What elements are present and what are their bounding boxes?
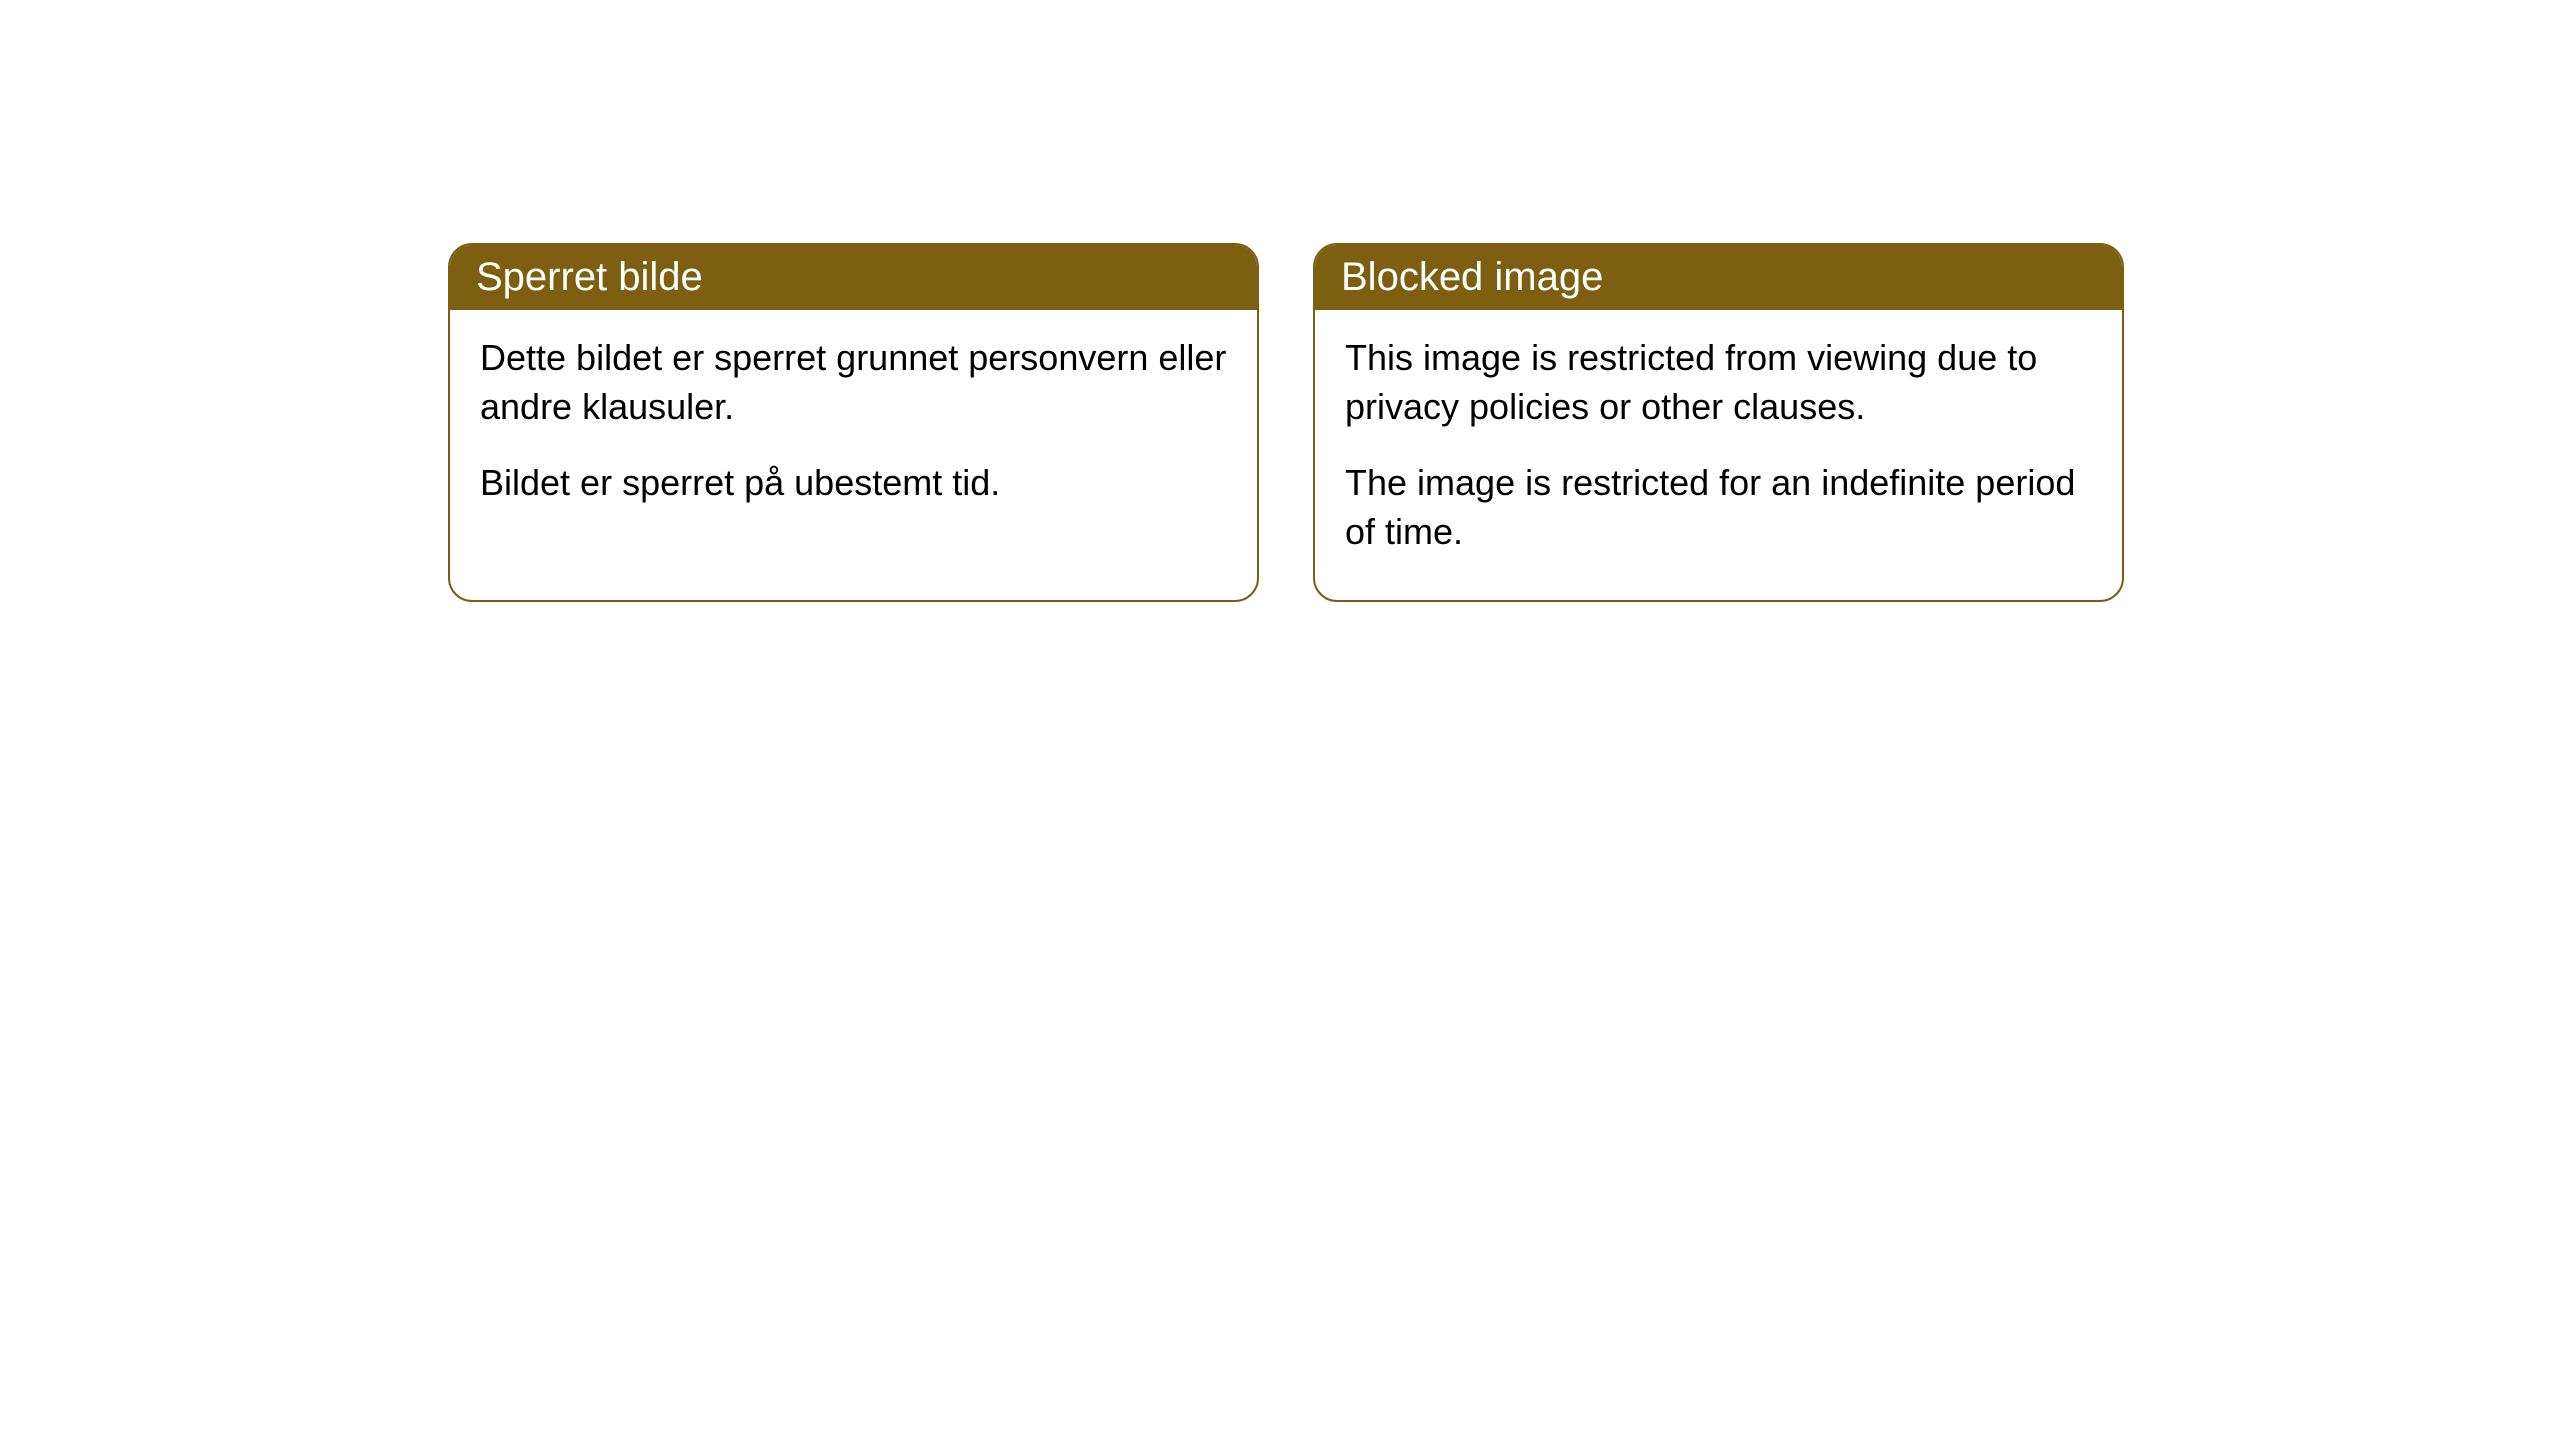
card-paragraph: Dette bildet er sperret grunnet personve… — [480, 334, 1227, 431]
card-body: This image is restricted from viewing du… — [1315, 310, 2122, 600]
card-title: Blocked image — [1341, 255, 1603, 299]
card-paragraph: This image is restricted from viewing du… — [1345, 334, 2092, 431]
card-title: Sperret bilde — [476, 255, 703, 299]
card-paragraph: The image is restricted for an indefinit… — [1345, 459, 2092, 556]
notice-container: Sperret bilde Dette bildet er sperret gr… — [0, 0, 2560, 602]
card-header: Blocked image — [1315, 245, 2122, 310]
card-header: Sperret bilde — [450, 245, 1257, 310]
card-paragraph: Bildet er sperret på ubestemt tid. — [480, 459, 1227, 508]
notice-card-english: Blocked image This image is restricted f… — [1313, 243, 2124, 602]
card-body: Dette bildet er sperret grunnet personve… — [450, 310, 1257, 552]
notice-card-norwegian: Sperret bilde Dette bildet er sperret gr… — [448, 243, 1259, 602]
